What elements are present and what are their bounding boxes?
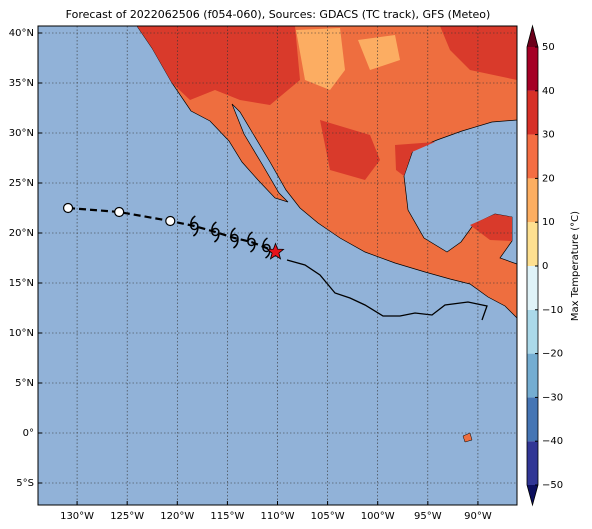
cyclone-symbol [190,215,199,237]
colorbar-tick-label: −50 [542,480,563,491]
y-tick-label: 5°N [15,378,34,389]
colorbar-tick-label: 30 [542,130,555,141]
grid [38,26,517,505]
y-tick-label: 10°N [9,328,34,339]
x-tick-label: 115°W [210,511,244,522]
colorbar-segment [527,397,538,442]
colorbar-segment [527,90,538,135]
colorbar-over [527,26,538,47]
x-tick-label: 130°W [60,511,94,522]
colorbar-segment [527,441,538,485]
colorbar-tick-label: 50 [542,42,555,53]
forecast-line [286,259,488,321]
axes: 130°W 125°W 120°W 115°W 110°W 105°W 100°W 95°W 9… [9,28,492,522]
x-tick-label: 90°W [464,511,492,522]
colorbar-tick-label: 20 [542,173,555,184]
cyclone-symbol [247,231,256,253]
colorbar-label: Max Temperature (°C) [570,211,581,321]
colorbar-tick-label: −40 [542,436,563,447]
colorbar-tick-label: 0 [542,261,548,272]
x-tick-label: 125°W [110,511,144,522]
colorbar-tick-label: −30 [542,392,563,403]
map-title: Forecast of 2022062506 (f054-060), Sourc… [66,8,491,21]
x-tick-label: 110°W [261,511,295,522]
colorbar-tick-label: 40 [542,86,555,97]
colorbar-segment [527,134,538,179]
track-point [114,206,125,218]
colorbar-tick-label: −10 [542,305,563,316]
x-tick-label: 120°W [160,511,194,522]
y-tick-label: 20°N [9,228,34,239]
track [62,202,285,260]
colorbar-tick-label: 10 [542,217,555,228]
track-point [62,202,74,214]
x-tick-label: 95°W [414,511,442,522]
y-tick-label: 40°N [9,28,34,39]
colorbar-segment [527,47,538,91]
current-position [266,242,285,260]
cyclone-symbol [230,227,239,249]
colorbar-segment [527,353,538,398]
colorbar-segment [527,309,538,354]
land-hot [137,26,517,241]
y-tick-label: 30°N [9,128,34,139]
colorbar-under [527,485,538,505]
cyclone-symbol [211,221,220,243]
y-tick-label: 15°N [9,278,34,289]
map-area [38,26,517,505]
y-tick-label: 25°N [9,178,34,189]
y-tick-label: 5°S [16,478,34,489]
colorbar: −50 −40 −30 −20 −10 0 10 20 30 40 50 [526,24,563,507]
island [462,432,473,443]
track-point [165,215,176,227]
land-warm [296,28,400,90]
y-tick-label: 0° [23,428,34,439]
x-tick-label: 105°W [311,511,345,522]
x-tick-label: 100°W [361,511,395,522]
colorbar-segment [527,178,538,223]
y-tick-label: 35°N [9,78,34,89]
colorbar-tick-label: −20 [542,349,563,360]
colorbar-segment [527,266,538,310]
land [136,26,517,319]
track-line [67,206,276,254]
colorbar-segment [527,222,538,266]
